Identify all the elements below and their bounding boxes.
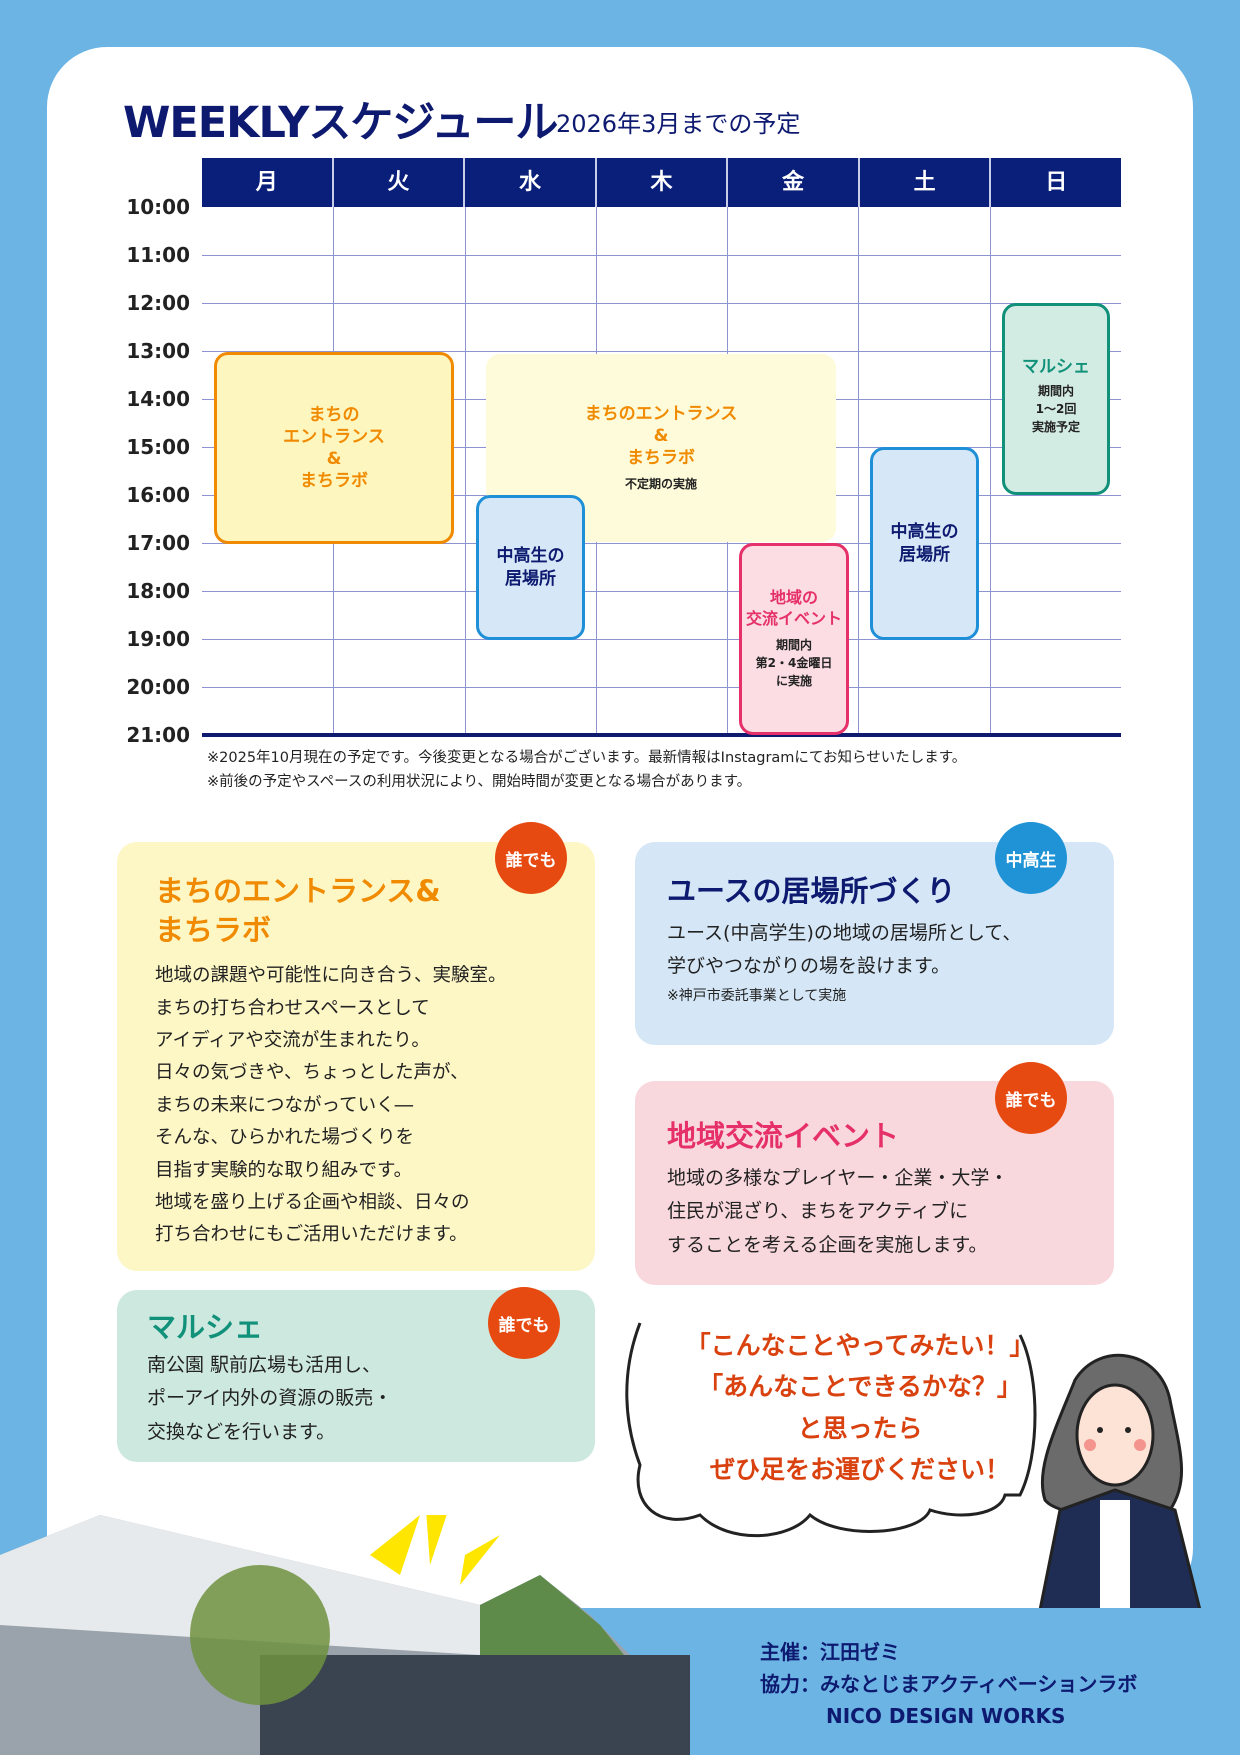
day-header: 月 火 水 木 金 土 日 (202, 158, 1121, 207)
bubble-line: 「あんなことできるかな？」 (698, 1372, 1022, 1402)
hour-line (202, 303, 1121, 304)
footer-coop2: NICO DESIGN WORKS (826, 1704, 1066, 1728)
event-title: 地域の 交流イベント (745, 588, 842, 628)
day-thu: 木 (597, 158, 729, 207)
program-body: 南公園 駅前広場も活用し、 ポーアイ内外の資源の販売・ 交換などを行います。 (147, 1354, 393, 1443)
hour-line (202, 351, 1121, 352)
day-tue: 火 (334, 158, 466, 207)
time-label: 13:00 (126, 339, 190, 363)
time-label: 15:00 (126, 435, 190, 459)
badge-youth: 中高生 (995, 822, 1067, 894)
day-mon: 月 (202, 158, 334, 207)
schedule-note-1: ※2025年10月現在の予定です。今後変更となる場合がございます。最新情報はIn… (207, 750, 967, 766)
day-divider (989, 207, 991, 735)
program-title: マルシェ (147, 1310, 264, 1344)
grid-baseline (202, 733, 1121, 737)
hour-line (202, 591, 1121, 592)
footer-coop: 協力：みなとじまアクティベーションラボ (760, 1672, 1138, 1696)
day-fri: 金 (728, 158, 860, 207)
bubble-line: と思ったら (797, 1413, 923, 1443)
event-community-fri: 地域の 交流イベント 期間内 第2・4金曜日 に実施 (739, 543, 849, 735)
bubble-line: 「こんなことやってみたい！」 (685, 1331, 1035, 1360)
hour-line (202, 255, 1121, 256)
time-label: 21:00 (126, 723, 190, 747)
time-label: 18:00 (126, 579, 190, 603)
day-divider (858, 207, 860, 735)
program-entrance: まちのエントランス& まちラボ 地域の課題や可能性に向き合う、実験室。 まちの打… (117, 842, 595, 1271)
time-label: 20:00 (126, 675, 190, 699)
event-title: まちのエントランス & まちラボ (584, 403, 738, 469)
day-wed: 水 (465, 158, 597, 207)
event-note: 期間内 1～2回 実施予定 (1031, 384, 1080, 435)
time-label: 12:00 (126, 291, 190, 315)
event-title: マルシェ (1022, 357, 1090, 377)
footer-credits: 主催：江田ゼミ 協力：みなとじまアクティベーションラボ NICO DESIGN … (760, 1636, 1137, 1732)
program-note: ※神戸市委託事業として実施 (667, 987, 847, 1004)
speech-bubble-outline (625, 1322, 1037, 1538)
day-divider (464, 207, 466, 735)
program-title: 地域交流イベント (667, 1119, 900, 1153)
hour-line (202, 687, 1121, 688)
event-entrance-mon: まちの エントランス & まちラボ (214, 352, 454, 544)
time-label: 17:00 (126, 531, 190, 555)
program-body: ユース(中高学生)の地域の居場所として、 学びやつながりの場を設けます。 (667, 922, 1022, 978)
program-body: 地域の多様なプレイヤー・企業・大学・ 住民が混ざり、まちをアクティブに すること… (667, 1167, 1009, 1256)
schedule-note-2: ※前後の予定やスペースの利用状況により、開始時間が変更となる場合があります。 (207, 774, 752, 790)
event-youth-sat: 中高生の 居場所 (870, 447, 979, 640)
program-body: 地域の課題や可能性に向き合う、実験室。 まちの打ち合わせスペースとして アイディ… (155, 965, 507, 1246)
bubble-line: ぜひ足をお運びください！ (709, 1454, 1010, 1484)
program-title: まちのエントランス& まちラボ (155, 874, 441, 948)
time-label: 11:00 (126, 243, 190, 267)
event-youth-wed: 中高生の 居場所 (476, 495, 585, 640)
page-title: WEEKLYスケジュール (123, 98, 558, 148)
woman-illustration (1038, 1353, 1202, 1610)
time-label: 19:00 (126, 627, 190, 651)
day-sun: 日 (1045, 170, 1068, 195)
badge-anyone: 誰でも (488, 1287, 560, 1359)
event-note: 不定期の実施 (624, 477, 697, 492)
speech-bubble: 「こんなことやってみたい！」 「あんなことできるかな？」 と思ったら ぜひ足をお… (640, 1325, 1080, 1490)
building-photo (0, 1515, 690, 1755)
day-sat: 土 (860, 158, 992, 207)
badge-anyone: 誰でも (495, 822, 567, 894)
time-label: 10:00 (126, 195, 190, 219)
page-subtitle: 2026年3月までの予定 (556, 110, 801, 138)
time-label: 14:00 (126, 387, 190, 411)
badge-anyone: 誰でも (995, 1062, 1067, 1134)
hour-line (202, 543, 1121, 544)
program-youth: ユースの居場所づくり ユース(中高学生)の地域の居場所として、 学びやつながりの… (635, 842, 1114, 1045)
program-title: ユースの居場所づくり (667, 874, 956, 908)
hour-line (202, 639, 1121, 640)
footer-host: 主催：江田ゼミ (760, 1640, 900, 1664)
time-label: 16:00 (126, 483, 190, 507)
event-note: 期間内 第2・4金曜日 に実施 (755, 637, 833, 688)
event-marche-sun: マルシェ 期間内 1～2回 実施予定 (1002, 303, 1110, 495)
